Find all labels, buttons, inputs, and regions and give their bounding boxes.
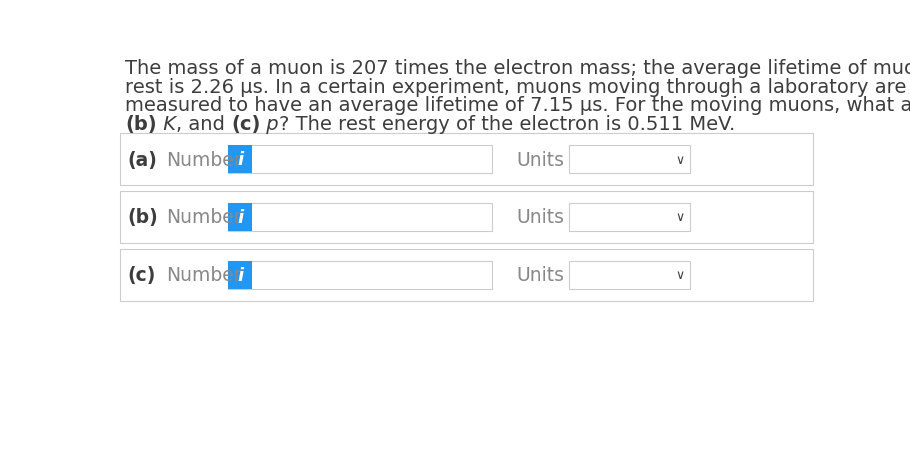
FancyBboxPatch shape [228, 204, 252, 231]
Text: p: p [260, 115, 279, 133]
Text: ? The rest energy of the electron is 0.511 MeV.: ? The rest energy of the electron is 0.5… [279, 115, 735, 133]
Text: (c): (c) [231, 115, 260, 133]
Text: i: i [237, 208, 243, 227]
Text: Units: Units [517, 266, 565, 284]
Text: ∨: ∨ [676, 153, 685, 167]
Text: ∨: ∨ [676, 211, 685, 224]
Text: measured to have an average lifetime of 7.15 μs. For the moving muons, what are: measured to have an average lifetime of … [126, 96, 910, 115]
FancyBboxPatch shape [228, 146, 492, 174]
Text: , and: , and [176, 115, 231, 133]
Text: K: K [157, 115, 176, 133]
Text: Number: Number [167, 208, 242, 227]
Text: Units: Units [517, 208, 565, 227]
Text: The mass of a muon is 207 times the electron mass; the average lifetime of muons: The mass of a muon is 207 times the elec… [126, 59, 910, 78]
Text: i: i [237, 151, 243, 169]
FancyBboxPatch shape [228, 146, 252, 174]
Text: rest is 2.26 μs. In a certain experiment, muons moving through a laboratory are: rest is 2.26 μs. In a certain experiment… [126, 78, 906, 96]
Text: (b): (b) [126, 115, 157, 133]
FancyBboxPatch shape [120, 192, 813, 243]
FancyBboxPatch shape [570, 261, 690, 289]
FancyBboxPatch shape [570, 146, 690, 174]
FancyBboxPatch shape [120, 249, 813, 301]
Text: Number: Number [167, 266, 242, 284]
FancyBboxPatch shape [120, 134, 813, 186]
FancyBboxPatch shape [228, 261, 252, 289]
FancyBboxPatch shape [570, 204, 690, 231]
Text: (c): (c) [127, 266, 157, 284]
FancyBboxPatch shape [228, 204, 492, 231]
Text: (a): (a) [127, 151, 157, 169]
Text: (b): (b) [127, 208, 158, 227]
Text: i: i [237, 266, 243, 284]
Text: Number: Number [167, 151, 242, 169]
FancyBboxPatch shape [228, 261, 492, 289]
Text: ∨: ∨ [676, 268, 685, 282]
Text: Units: Units [517, 151, 565, 169]
